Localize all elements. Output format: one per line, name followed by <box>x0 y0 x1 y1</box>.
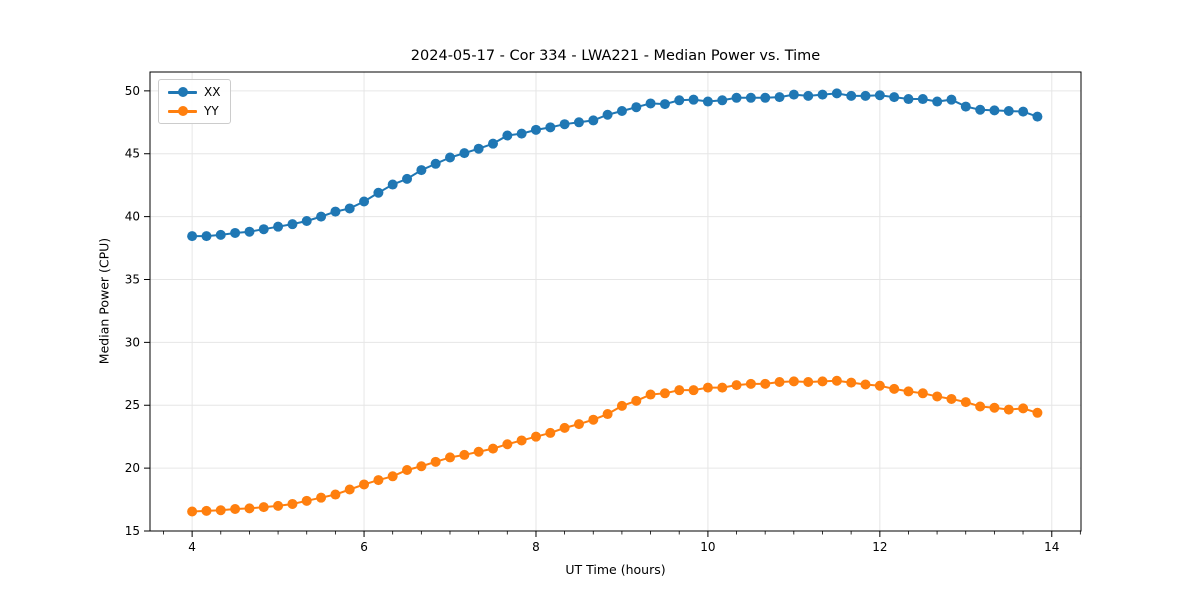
legend-line-sample-xx <box>168 87 197 97</box>
tick-layer <box>144 90 1081 537</box>
legend-line-sample-yy <box>168 106 197 116</box>
svg-text:40: 40 <box>125 210 140 224</box>
svg-text:4: 4 <box>188 540 196 554</box>
svg-text:30: 30 <box>125 335 140 349</box>
legend-label-xx: XX <box>204 85 221 99</box>
svg-text:20: 20 <box>125 461 140 475</box>
series-layer <box>187 88 1043 517</box>
legend-entry-yy: YY <box>168 105 220 117</box>
legend: XX YY <box>158 79 232 124</box>
svg-text:35: 35 <box>125 272 140 286</box>
legend-entry-xx: XX <box>168 86 220 98</box>
chart-title: 2024-05-17 - Cor 334 - LWA221 - Median P… <box>410 48 821 64</box>
grid-layer <box>150 72 1081 532</box>
svg-text:10: 10 <box>700 540 715 554</box>
legend-marker-xx <box>177 87 188 97</box>
svg-text:6: 6 <box>360 540 368 554</box>
tick-label-layer: 4 6 8 10 12 14 15 20 25 30 35 40 45 50 <box>125 84 1060 554</box>
x-axis-label: UT Time (hours) <box>565 562 666 577</box>
svg-text:50: 50 <box>125 84 140 98</box>
svg-text:8: 8 <box>532 540 540 554</box>
svg-text:25: 25 <box>125 398 140 412</box>
svg-text:45: 45 <box>125 147 140 161</box>
svg-text:15: 15 <box>125 524 140 538</box>
legend-label-yy: YY <box>204 104 219 118</box>
svg-text:14: 14 <box>1044 540 1059 554</box>
legend-marker-yy <box>177 106 188 116</box>
plot-border <box>149 71 1082 532</box>
svg-text:12: 12 <box>872 540 887 554</box>
